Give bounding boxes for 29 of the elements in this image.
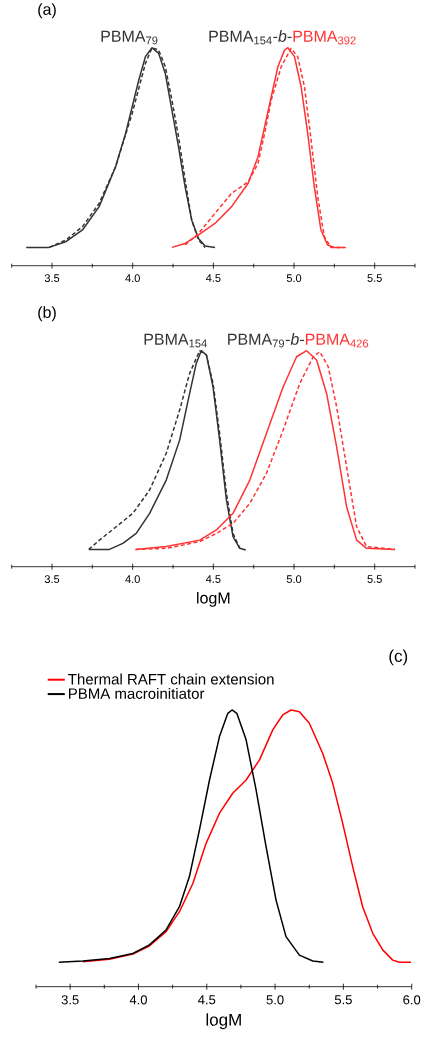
text: (c) bbox=[389, 649, 408, 666]
text: PBMA$_{79}$-b- bbox=[228, 333, 304, 348]
x-axis-title: logM bbox=[206, 1013, 241, 1030]
x-tick-label: 4.0 bbox=[125, 274, 140, 283]
x-tick-label: 5.5 bbox=[367, 274, 382, 282]
x-tick-label: 4.5 bbox=[198, 995, 216, 1005]
x-tick-label: 5.5 bbox=[367, 575, 382, 583]
text: (b) bbox=[38, 306, 56, 322]
x-axis-title: logM bbox=[197, 591, 230, 607]
x-tick-label: 3.5 bbox=[44, 575, 60, 584]
x-tick-label: 5.5 bbox=[334, 995, 352, 1005]
legend-label: Thermal RAFT chain extension bbox=[68, 673, 274, 685]
text: PBMA$_{426}$ bbox=[305, 333, 369, 348]
x-tick-label: 6.0 bbox=[403, 995, 421, 1005]
text: PBMA$_{79}$ bbox=[101, 30, 158, 45]
x-tick-label: 4.5 bbox=[205, 274, 221, 282]
x-tick-label: 4.5 bbox=[205, 575, 221, 583]
legend-label: PBMA macroinitiator bbox=[69, 687, 205, 699]
text: PBMA$_{154}$ bbox=[144, 333, 207, 348]
x-tick-label: 5.0 bbox=[286, 575, 302, 584]
x-tick-label: 4.0 bbox=[125, 575, 140, 584]
text: PBMA$_{154}$-b- bbox=[209, 30, 292, 45]
x-tick-label: 3.5 bbox=[44, 274, 60, 283]
text: PBMA$_{392}$ bbox=[293, 30, 356, 45]
x-tick-label: 5.0 bbox=[286, 274, 302, 283]
x-tick-label: 3.5 bbox=[61, 995, 79, 1005]
x-tick-label: 5.0 bbox=[266, 995, 284, 1005]
text: (a) bbox=[38, 3, 56, 19]
x-tick-label: 4.0 bbox=[129, 995, 147, 1005]
